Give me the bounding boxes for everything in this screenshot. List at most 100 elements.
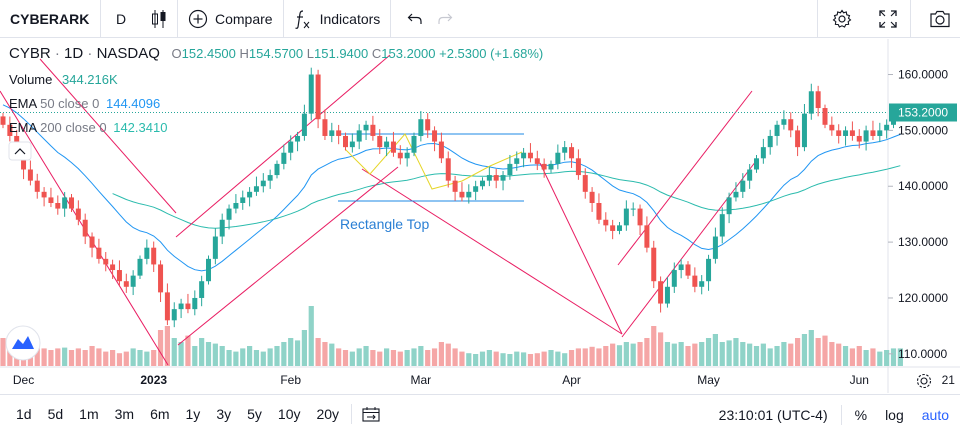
- symbol-search[interactable]: CYBERARK: [10, 10, 90, 27]
- candle-body: [726, 197, 732, 215]
- candle-body: [7, 124, 13, 136]
- redo-button[interactable]: [429, 0, 461, 38]
- candle-body: [788, 119, 794, 131]
- volume-bar: [294, 340, 301, 366]
- candle-body: [754, 158, 759, 170]
- candle-body: [206, 258, 211, 282]
- volume-bar: [664, 342, 671, 366]
- volume-bar: [370, 350, 376, 366]
- tradingview-logo[interactable]: [5, 325, 41, 361]
- clock: 23:10:01 (UTC-4): [718, 406, 828, 423]
- candle-body: [610, 225, 616, 231]
- candle-body: [877, 130, 883, 136]
- volume-bar: [596, 348, 602, 366]
- interval-button[interactable]: D: [115, 10, 127, 27]
- chart-style-button[interactable]: [141, 0, 177, 38]
- indicators-button[interactable]: Indicators: [284, 0, 391, 38]
- volume-bar: [562, 353, 568, 366]
- volume-bar: [808, 330, 814, 366]
- candle-body: [137, 258, 143, 276]
- volume-bar: [685, 346, 691, 366]
- volume-bar: [548, 350, 554, 366]
- candle-body: [164, 292, 170, 321]
- volume-bar: [500, 353, 506, 366]
- fullscreen-button[interactable]: [866, 0, 910, 38]
- compare-button[interactable]: Compare: [178, 0, 283, 38]
- candle-body: [62, 197, 68, 209]
- range-5d[interactable]: 5d: [47, 406, 64, 422]
- time-tick-label: May: [697, 373, 720, 387]
- volume-bar: [349, 351, 355, 366]
- volume-bar: [281, 342, 287, 366]
- candle-body: [801, 113, 807, 148]
- volume-bar: [164, 326, 170, 366]
- volume-bar: [130, 348, 136, 366]
- volume-bar: [671, 343, 677, 366]
- channel-line: [617, 90, 753, 266]
- volume-bar: [390, 350, 397, 366]
- range-20y[interactable]: 20y: [316, 406, 340, 422]
- time-axis-settings[interactable]: [916, 373, 932, 389]
- volume-bar: [589, 346, 595, 366]
- auto-toggle[interactable]: auto: [921, 406, 949, 423]
- volume-bar: [116, 353, 123, 366]
- range-1d[interactable]: 1d: [16, 406, 32, 422]
- range-10y[interactable]: 10y: [277, 406, 301, 422]
- log-toggle[interactable]: log: [885, 406, 904, 423]
- candle-body: [445, 158, 451, 181]
- bottom-right: 23:10:01 (UTC-4) % log auto: [710, 395, 960, 433]
- volume-bar: [610, 343, 616, 366]
- volume-bar: [870, 348, 876, 366]
- channel-line: [621, 160, 757, 338]
- date-range-button[interactable]: [352, 406, 390, 422]
- range-buttons: 1d 5d 1m 3m 6m 1y 3y 5y 10y 20y: [8, 406, 347, 422]
- percent-toggle[interactable]: %: [854, 406, 868, 423]
- range-3y[interactable]: 3y: [216, 406, 232, 422]
- chart-area[interactable]: Rectangle Top 160.0000 150.0000 140.0000 13…: [0, 39, 960, 393]
- range-1y[interactable]: 1y: [185, 406, 201, 422]
- toolbar-divider: [390, 0, 392, 38]
- candle-body: [288, 141, 294, 153]
- candle-body: [41, 191, 47, 198]
- volume-bar: [623, 342, 629, 366]
- volume-bar: [897, 348, 903, 366]
- range-6m[interactable]: 6m: [150, 406, 170, 422]
- volume-bar: [336, 348, 342, 366]
- candle-body: [253, 186, 259, 192]
- price-chart[interactable]: Rectangle Top 160.0000 150.0000 140.0000 13…: [0, 39, 960, 393]
- candle-body: [418, 119, 424, 136]
- volume-bar: [288, 338, 294, 366]
- candle-body: [644, 225, 650, 248]
- volume-bar: [267, 348, 273, 366]
- volume-bar: [438, 342, 444, 366]
- candle-body: [377, 135, 383, 148]
- candle-body: [760, 147, 766, 159]
- candle-body: [459, 191, 465, 198]
- price-tick-label: 120.0000: [898, 291, 948, 305]
- range-3m[interactable]: 3m: [114, 406, 135, 422]
- candle-body: [856, 135, 862, 142]
- range-5y[interactable]: 5y: [247, 406, 262, 422]
- candle-body: [685, 264, 691, 276]
- settings-button[interactable]: [818, 0, 866, 38]
- volume-bar: [322, 342, 328, 366]
- volume-bar: [459, 351, 465, 366]
- undo-button[interactable]: [391, 0, 429, 38]
- volume-bar: [363, 346, 369, 366]
- candle-body: [281, 152, 287, 164]
- screenshot-button[interactable]: [911, 0, 960, 38]
- volume-bar: [575, 348, 581, 366]
- toolbar-divider: [100, 0, 101, 38]
- range-1m[interactable]: 1m: [79, 406, 99, 422]
- candle-body: [569, 147, 575, 159]
- volume-bar: [856, 346, 862, 366]
- volume-bar: [151, 350, 157, 366]
- volume-bar: [719, 342, 725, 366]
- volume-bar: [34, 348, 40, 366]
- candle-body: [815, 91, 821, 109]
- candle-body: [863, 130, 869, 142]
- candle-body: [151, 247, 157, 265]
- last-price-label: 153.2000: [898, 106, 948, 120]
- logo-mountain-icon: [12, 336, 34, 349]
- legend-collapse-button[interactable]: [8, 141, 32, 161]
